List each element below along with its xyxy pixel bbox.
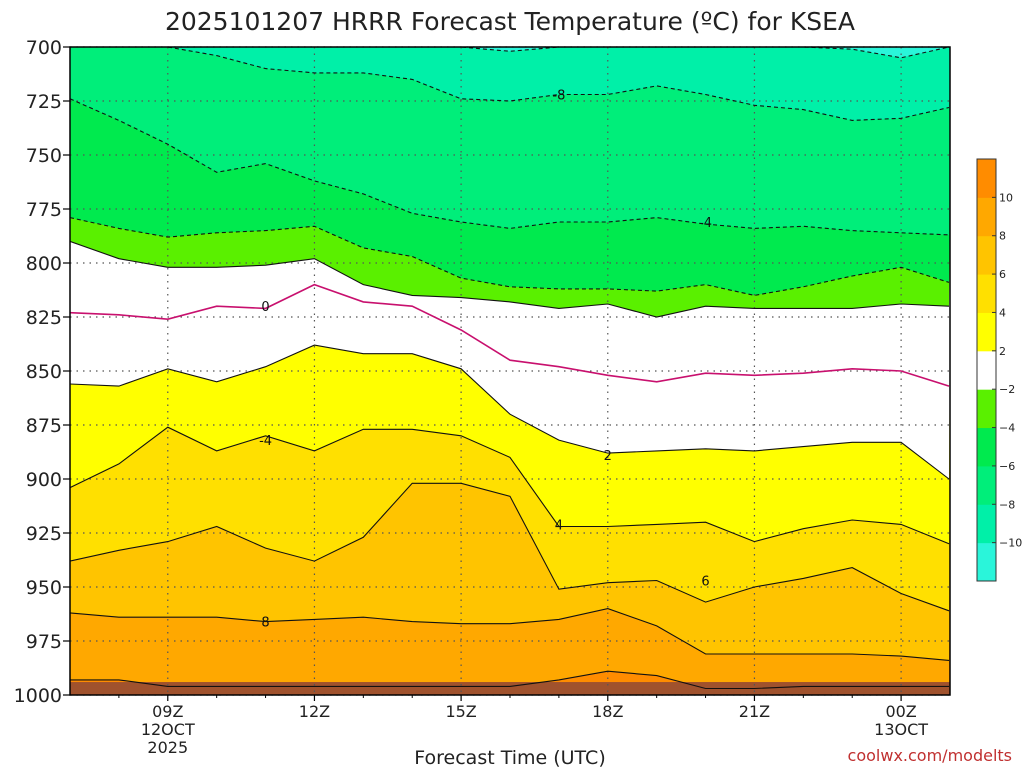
colorbar-tick-label: 6 <box>999 268 1006 281</box>
isotherm-layer <box>70 47 950 690</box>
colorbar-tick-label: 10 <box>999 191 1013 204</box>
isotherm-line <box>70 482 950 612</box>
colorbar-swatch <box>977 159 996 198</box>
chart-title: 2025101207 HRRR Forecast Temperature (ºC… <box>165 7 855 36</box>
colorbar-swatch <box>977 235 996 275</box>
colorbar-tick-label: −10 <box>999 537 1022 550</box>
y-tick-label: 700 <box>26 37 62 59</box>
isotherm-line <box>70 344 950 480</box>
isotherm-line <box>70 240 950 318</box>
contour-label-layer: -8 -4 0 -4 2 4 6 8 <box>259 89 712 631</box>
colorbar-swatch <box>977 274 996 313</box>
x-tick-label: 18Z <box>592 702 623 721</box>
band-below-minus10 <box>70 47 949 58</box>
x-tick-label: 09Z <box>152 702 183 721</box>
colorbar-tick-label: −6 <box>999 460 1015 473</box>
temperature-fill-layer <box>70 47 950 695</box>
colorbar-swatch <box>977 389 996 429</box>
y-tick-label: 800 <box>26 253 62 275</box>
contour-label: 2 <box>604 449 612 464</box>
colorbar-tick-label: 4 <box>999 306 1006 319</box>
y-tick-label: 875 <box>26 415 62 437</box>
colorbar-swatch <box>977 312 996 352</box>
colorbar-tick-label: 8 <box>999 230 1006 243</box>
isotherm-line <box>70 608 950 661</box>
y-tick-label: 900 <box>26 469 62 491</box>
y-tick-label: 750 <box>26 145 62 167</box>
y-tick-label: 1000 <box>14 685 62 707</box>
contour-label: -4 <box>259 434 272 449</box>
colorbar-tick-label: 2 <box>999 345 1006 358</box>
colorbar-swatch <box>977 427 996 467</box>
isotherm-line <box>70 217 950 296</box>
y-tick-label: 725 <box>26 91 62 113</box>
x-tick-label: 12Z <box>299 702 330 721</box>
y-tick-label: 975 <box>26 631 62 653</box>
y-axis: 700 725 750 775 800 825 850 875 900 925 950 975 1000 <box>14 37 70 707</box>
colorbar: 10 8 6 4 2 −2 −4 −6 −8 −10 <box>976 158 1022 582</box>
contour-label: 8 <box>261 616 269 631</box>
contour-label: 4 <box>555 518 563 533</box>
y-tick-label: 950 <box>26 577 62 599</box>
colorbar-frame <box>976 158 997 582</box>
colorbar-swatch <box>977 542 996 582</box>
contour-label: 0 <box>261 300 269 315</box>
credit-text: coolwx.com/modelts <box>848 746 1012 765</box>
band-minus10-to-minus8 <box>70 47 950 121</box>
isotherm-line <box>70 670 949 690</box>
isotherm-line <box>70 426 950 545</box>
x-tick-label: 12OCT <box>141 720 195 739</box>
ground-strip <box>70 682 950 695</box>
colorbar-swatch <box>977 197 996 237</box>
x-tick-label: 13OCT <box>874 720 928 739</box>
colorbar-tick-label: −8 <box>999 498 1015 511</box>
isotherm-line <box>70 98 950 236</box>
y-tick-label: 825 <box>26 307 62 329</box>
contour-label: -4 <box>699 216 712 231</box>
x-tick-label: 15Z <box>445 702 476 721</box>
colorbar-swatch <box>977 504 996 544</box>
isotherm-line <box>70 283 950 387</box>
contour-label: 6 <box>701 575 709 590</box>
y-tick-label: 775 <box>26 199 62 221</box>
contour-label: -8 <box>552 89 565 104</box>
colorbar-tick-label: −2 <box>999 383 1015 396</box>
x-tick-label: 21Z <box>739 702 770 721</box>
y-tick-label: 925 <box>26 523 62 545</box>
colorbar-swatch <box>977 465 996 505</box>
x-tick-label: 2025 <box>147 738 188 757</box>
x-tick-label: 00Z <box>885 702 916 721</box>
colorbar-tick-label: −4 <box>999 422 1015 435</box>
isotherm-line <box>70 47 950 121</box>
y-tick-label: 850 <box>26 361 62 383</box>
colorbar-swatch <box>977 350 996 390</box>
x-axis-label: Forecast Time (UTC) <box>414 747 605 768</box>
